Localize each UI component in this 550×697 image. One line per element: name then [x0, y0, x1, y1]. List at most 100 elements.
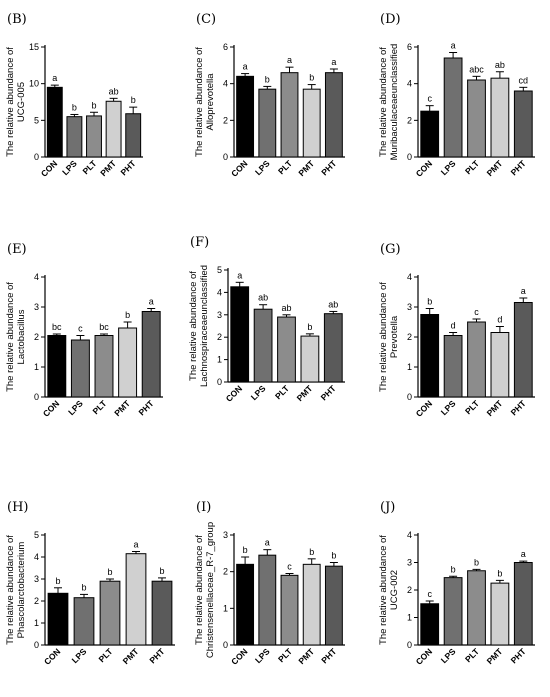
significance-letter: a	[237, 270, 242, 280]
y-tick-label: 1	[217, 355, 222, 365]
y-axis-label-taxon: Muribaculaceaeunclassified	[389, 44, 400, 161]
significance-letter: b	[159, 566, 164, 576]
significance-letter: d	[497, 315, 502, 325]
bar	[513, 562, 533, 646]
y-tick-label: 0	[217, 377, 222, 387]
significance-letter: c	[474, 307, 479, 317]
y-tick-label: 0	[34, 640, 39, 650]
category-label: CON	[414, 398, 434, 418]
significance-letter: cd	[519, 75, 529, 85]
category-label: PHT	[319, 158, 339, 178]
significance-letter: b	[265, 74, 270, 84]
significance-letter: c	[427, 94, 432, 104]
y-axis-label: The relative abundance of	[5, 535, 16, 645]
panel-label: (H)	[7, 500, 28, 515]
y-tick-label: 4	[407, 79, 412, 89]
y-tick-label: 1	[34, 362, 39, 372]
bar	[236, 563, 255, 646]
y-axis-label-taxon: Lachnospiraceaeunclassified	[199, 265, 210, 387]
bar	[490, 582, 510, 646]
chart-panel: (D) The relative abundance of Muribaculace…	[378, 12, 535, 179]
y-tick-label: 1	[223, 603, 228, 613]
y-axis-label-taxon: Christensenellaceae_R-7_group	[205, 522, 216, 658]
y-tick-label: 2	[34, 332, 39, 342]
significance-letter: b	[309, 547, 314, 557]
bar	[70, 339, 90, 398]
panel-label: (I)	[196, 500, 211, 515]
y-axis-label-taxon: UCG-005	[16, 82, 27, 122]
category-label: LPS	[439, 646, 458, 665]
category-label: PHT	[509, 398, 529, 418]
y-tick-label: 0	[223, 152, 228, 162]
category-label: LPS	[249, 383, 268, 402]
y-axis-label: The relative abundance of	[378, 535, 389, 645]
y-tick-label: 1	[34, 618, 39, 628]
bar	[230, 286, 250, 383]
chart-panel: (B) The relative abundance of UCG-005 0 5 10 1…	[5, 12, 143, 179]
y-axis-label: The relative abundance of	[378, 282, 389, 392]
bar	[300, 335, 320, 383]
panel-label: (E)	[7, 242, 27, 257]
y-tick-label: 3	[34, 302, 39, 312]
y-tick-label: 2	[407, 115, 412, 125]
bar	[99, 580, 121, 646]
significance-letter: a	[243, 62, 248, 72]
y-tick-label: 5	[217, 265, 222, 275]
y-tick-label: 4	[223, 79, 228, 89]
bar	[443, 57, 463, 158]
significance-letter: ab	[281, 303, 291, 313]
category-label: LPS	[439, 158, 458, 177]
y-tick-label: 3	[34, 574, 39, 584]
significance-letter: a	[265, 538, 270, 548]
category-label: PLT	[90, 398, 109, 417]
significance-letter: a	[287, 55, 292, 65]
y-tick-label: 6	[407, 42, 412, 52]
panel-label: (F)	[190, 235, 209, 250]
y-tick-label: 2	[407, 332, 412, 342]
category-label: PLT	[463, 158, 482, 177]
significance-letter: ab	[328, 299, 338, 309]
y-tick-label: 6	[223, 42, 228, 52]
bar	[513, 90, 533, 158]
chart-panel: (J) The relative abundance of UCG-002 0 1 2 3 4…	[378, 500, 535, 667]
y-axis-label: The relative abundance of	[188, 271, 199, 381]
significance-letter: b	[125, 310, 130, 320]
category-label: CON	[414, 646, 434, 666]
category-label: CON	[224, 383, 244, 403]
bar	[277, 316, 296, 383]
significance-letter: b	[307, 322, 312, 332]
category-label: PHT	[319, 646, 339, 666]
y-tick-label: 4	[407, 530, 412, 540]
significance-letter: a	[133, 540, 138, 550]
panel-label: (J)	[380, 500, 395, 515]
bar	[323, 313, 343, 383]
bar	[420, 603, 440, 646]
category-label: PMT	[296, 646, 316, 666]
category-label: PHT	[147, 646, 167, 666]
y-tick-label: 2	[223, 567, 228, 577]
y-tick-label: 10	[29, 79, 39, 89]
y-tick-label: 5	[34, 530, 39, 540]
bar	[443, 577, 463, 646]
category-label: PMT	[112, 398, 132, 418]
significance-letter: c	[78, 324, 83, 334]
category-label: PLT	[276, 646, 295, 665]
chart-panel: (G) The relative abundance of Prevotella 0 1…	[378, 242, 535, 419]
category-label: CON	[229, 646, 249, 666]
chart-panel: (I) The relative abundance of Christensene…	[194, 500, 345, 667]
category-label: LPS	[253, 646, 272, 665]
y-tick-label: 2	[223, 115, 228, 125]
y-tick-label: 4	[34, 552, 39, 562]
y-axis-label: The relative abundance of	[5, 47, 16, 157]
category-label: PLT	[463, 646, 482, 665]
significance-letter: b	[451, 564, 456, 574]
category-label: PMT	[485, 158, 505, 178]
bar	[46, 86, 63, 158]
y-tick-label: 2	[407, 585, 412, 595]
y-axis-label: The relative abundance of	[194, 47, 205, 157]
category-label: CON	[42, 646, 62, 666]
significance-letter: b	[91, 100, 96, 110]
bar	[443, 335, 463, 398]
bar	[467, 79, 486, 158]
category-label: PHT	[509, 158, 529, 178]
